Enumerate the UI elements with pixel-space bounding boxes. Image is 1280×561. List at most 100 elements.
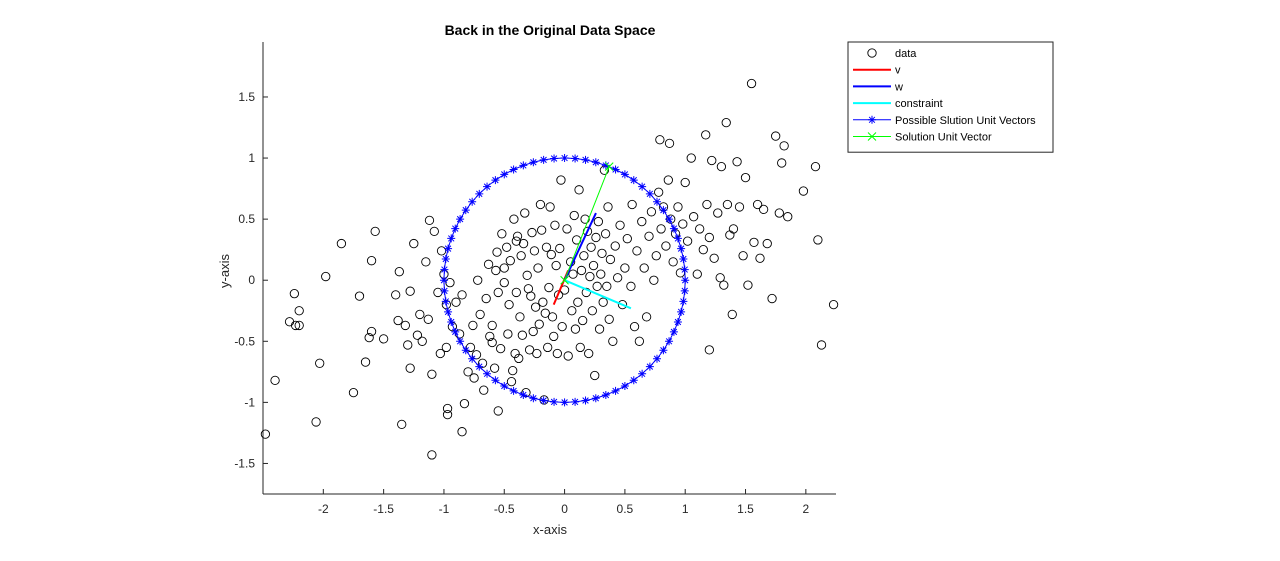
possible-solution-marker xyxy=(529,394,538,403)
data-point xyxy=(493,287,503,298)
data-point xyxy=(661,241,671,251)
solution-vector-marker xyxy=(604,162,614,171)
data-point xyxy=(692,269,702,279)
data-point xyxy=(457,290,467,300)
data-point xyxy=(828,299,839,310)
data-point xyxy=(581,287,591,298)
data-point xyxy=(463,367,473,377)
data-point xyxy=(626,281,636,291)
possible-solution-marker xyxy=(581,155,590,164)
data-point xyxy=(537,225,547,235)
y-axis-label: y-axis xyxy=(217,254,232,288)
data-point xyxy=(567,306,577,316)
data-point xyxy=(427,450,437,460)
data-point xyxy=(810,161,821,172)
data-point xyxy=(585,271,595,282)
data-point xyxy=(686,153,696,163)
data-point xyxy=(550,220,560,230)
data-point xyxy=(400,320,410,331)
legend-marker-x xyxy=(867,132,877,141)
data-point xyxy=(370,226,380,237)
data-point xyxy=(366,256,377,266)
data-point xyxy=(575,342,585,353)
data-point xyxy=(511,236,521,246)
data-point xyxy=(397,419,407,430)
legend-marker-data xyxy=(867,48,877,58)
data-point xyxy=(289,289,300,299)
data-point xyxy=(580,214,590,224)
data-point xyxy=(752,199,763,210)
data-point xyxy=(758,204,769,215)
data-point xyxy=(555,243,565,254)
possible-solution-marker xyxy=(677,307,686,316)
data-point xyxy=(715,273,725,283)
possible-solution-marker xyxy=(483,369,492,378)
possible-solution-marker xyxy=(665,337,674,346)
possible-solution-marker xyxy=(468,197,477,206)
data-point xyxy=(499,278,509,288)
data-point xyxy=(704,232,714,243)
chart-title: Back in the Original Data Space xyxy=(445,22,656,38)
data-point xyxy=(680,177,690,188)
data-point xyxy=(651,251,661,261)
possible-solution-marker xyxy=(659,206,668,215)
data-point xyxy=(574,185,584,195)
possible-solution-marker xyxy=(461,346,470,355)
data-point xyxy=(732,157,742,167)
x-tick-label: 1.5 xyxy=(737,502,754,516)
data-point xyxy=(604,314,614,324)
possible-solution-marker xyxy=(509,386,518,395)
data-point xyxy=(689,212,699,222)
possible-solution-marker xyxy=(491,176,500,185)
data-point xyxy=(441,342,452,353)
possible-solution-marker xyxy=(680,265,689,274)
data-point xyxy=(664,138,675,149)
y-tick-label: 1.5 xyxy=(238,90,255,104)
possible-solution-marker xyxy=(447,234,456,243)
possible-solution-marker xyxy=(681,276,690,285)
data-point xyxy=(534,319,544,329)
data-point xyxy=(639,263,649,273)
data-point xyxy=(409,238,419,249)
x-tick-label: 1 xyxy=(682,502,689,516)
data-point xyxy=(695,224,705,234)
possible-solution-marker xyxy=(611,386,620,395)
possible-solution-marker xyxy=(560,154,569,163)
data-point xyxy=(698,245,708,255)
possible-solution-marker xyxy=(550,397,559,406)
data-point xyxy=(442,409,453,420)
data-point xyxy=(593,216,604,227)
data-point xyxy=(511,287,521,298)
data-point xyxy=(518,238,529,249)
data-point xyxy=(424,215,435,226)
possible-solution-marker xyxy=(611,165,620,174)
data-point xyxy=(738,251,748,261)
data-point xyxy=(489,363,500,373)
possible-solution-marker xyxy=(679,297,688,306)
x-tick-label: -2 xyxy=(318,502,329,516)
legend-label: Possible Slution Unit Vectors xyxy=(895,115,1036,127)
data-point xyxy=(644,231,654,241)
x-axis-label: x-axis xyxy=(533,522,567,537)
data-point xyxy=(588,260,599,271)
data-point xyxy=(502,242,512,252)
possible-solution-marker xyxy=(440,265,449,274)
possible-solution-marker xyxy=(673,317,682,326)
data-point xyxy=(568,269,578,279)
data-point xyxy=(535,199,546,210)
data-point xyxy=(798,186,809,196)
data-point xyxy=(553,290,564,300)
data-point xyxy=(435,348,445,359)
data-point xyxy=(423,314,433,324)
data-point xyxy=(682,236,693,246)
data-point xyxy=(591,232,601,243)
data-point xyxy=(487,320,497,331)
possible-solution-marker xyxy=(601,161,610,170)
data-point xyxy=(442,403,453,414)
y-tick-label: -0.5 xyxy=(234,334,255,348)
possible-solution-marker xyxy=(571,154,580,163)
data-point xyxy=(354,291,365,301)
possible-solution-marker xyxy=(652,197,661,206)
data-point xyxy=(713,208,723,218)
